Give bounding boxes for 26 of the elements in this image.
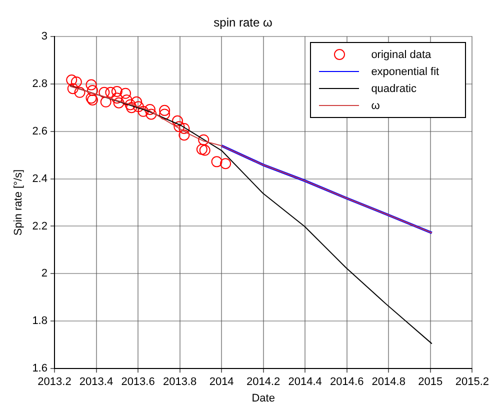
y-tick-label: 2.6 bbox=[32, 125, 48, 138]
x-axis-title: Date bbox=[252, 392, 275, 404]
x-tick-label: 2013.6 bbox=[121, 376, 155, 388]
x-tick-label: 2013.2 bbox=[38, 376, 72, 388]
legend-label: original data bbox=[371, 48, 432, 61]
x-tick-label: 2014.2 bbox=[246, 376, 280, 388]
x-tick-label: 2015.2 bbox=[455, 376, 490, 388]
legend-label: exponential fit bbox=[371, 66, 440, 78]
x-tick-label: 2014.8 bbox=[372, 376, 406, 388]
x-tick-label: 2013.8 bbox=[162, 376, 197, 388]
y-tick-label: 2 bbox=[41, 268, 48, 280]
y-tick-label: 3 bbox=[41, 30, 48, 42]
x-tick-label: 2014.4 bbox=[288, 376, 322, 388]
y-tick-label: 2.2 bbox=[32, 220, 48, 232]
x-tick-label: 2014 bbox=[209, 376, 234, 388]
x-tick-label: 2015 bbox=[418, 376, 443, 388]
y-tick-label: 2.8 bbox=[32, 78, 48, 90]
y-axis-title: Spin rate [°/s] bbox=[12, 169, 25, 236]
legend-label: ω bbox=[371, 100, 380, 112]
x-tick-label: 2013.4 bbox=[79, 376, 114, 388]
y-tick-label: 1.8 bbox=[32, 315, 48, 328]
y-tick-label: 2.4 bbox=[32, 172, 48, 185]
legend-label: quadratic bbox=[371, 82, 416, 95]
y-tick-label: 1.6 bbox=[32, 362, 48, 375]
chart-title: spin rate ω bbox=[214, 16, 272, 30]
x-tick-label: 2014.6 bbox=[330, 376, 364, 388]
